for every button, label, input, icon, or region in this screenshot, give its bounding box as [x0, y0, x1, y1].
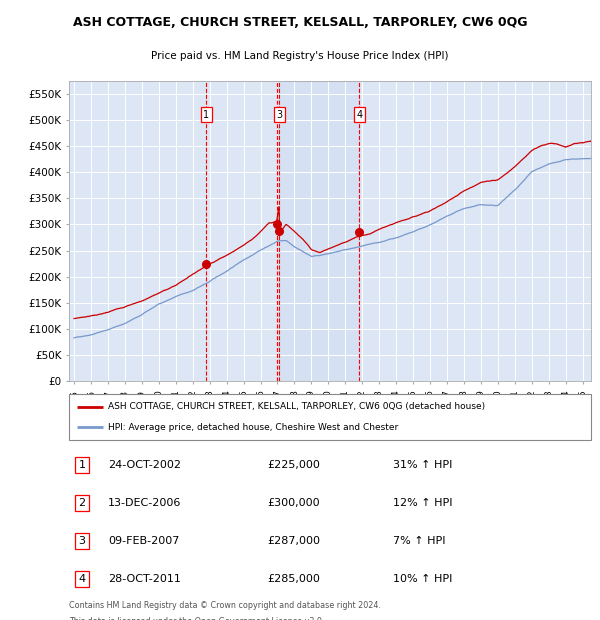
Text: ASH COTTAGE, CHURCH STREET, KELSALL, TARPORLEY, CW6 0QG: ASH COTTAGE, CHURCH STREET, KELSALL, TAR… — [73, 16, 527, 29]
Text: 7% ↑ HPI: 7% ↑ HPI — [392, 536, 445, 546]
Text: 12% ↑ HPI: 12% ↑ HPI — [392, 498, 452, 508]
Text: 09-FEB-2007: 09-FEB-2007 — [108, 536, 179, 546]
Text: £287,000: £287,000 — [268, 536, 320, 546]
Text: ASH COTTAGE, CHURCH STREET, KELSALL, TARPORLEY, CW6 0QG (detached house): ASH COTTAGE, CHURCH STREET, KELSALL, TAR… — [108, 402, 485, 411]
Text: 4: 4 — [356, 110, 362, 120]
Text: 24-OCT-2002: 24-OCT-2002 — [108, 461, 181, 471]
Text: 3: 3 — [276, 110, 283, 120]
Text: £300,000: £300,000 — [268, 498, 320, 508]
Text: HPI: Average price, detached house, Cheshire West and Chester: HPI: Average price, detached house, Ches… — [108, 423, 398, 432]
Text: 13-DEC-2006: 13-DEC-2006 — [108, 498, 182, 508]
Text: 3: 3 — [79, 536, 86, 546]
Text: Price paid vs. HM Land Registry's House Price Index (HPI): Price paid vs. HM Land Registry's House … — [151, 51, 449, 61]
Bar — [277, 81, 359, 381]
Text: 1: 1 — [203, 110, 209, 120]
Text: 4: 4 — [79, 574, 86, 584]
Text: £285,000: £285,000 — [268, 574, 320, 584]
Text: 28-OCT-2011: 28-OCT-2011 — [108, 574, 181, 584]
Text: 31% ↑ HPI: 31% ↑ HPI — [392, 461, 452, 471]
Text: 10% ↑ HPI: 10% ↑ HPI — [392, 574, 452, 584]
Text: 2: 2 — [79, 498, 86, 508]
Text: This data is licensed under the Open Government Licence v3.0.: This data is licensed under the Open Gov… — [69, 617, 325, 620]
Text: Contains HM Land Registry data © Crown copyright and database right 2024.: Contains HM Land Registry data © Crown c… — [69, 601, 381, 611]
Text: £225,000: £225,000 — [268, 461, 320, 471]
Text: 1: 1 — [79, 461, 86, 471]
